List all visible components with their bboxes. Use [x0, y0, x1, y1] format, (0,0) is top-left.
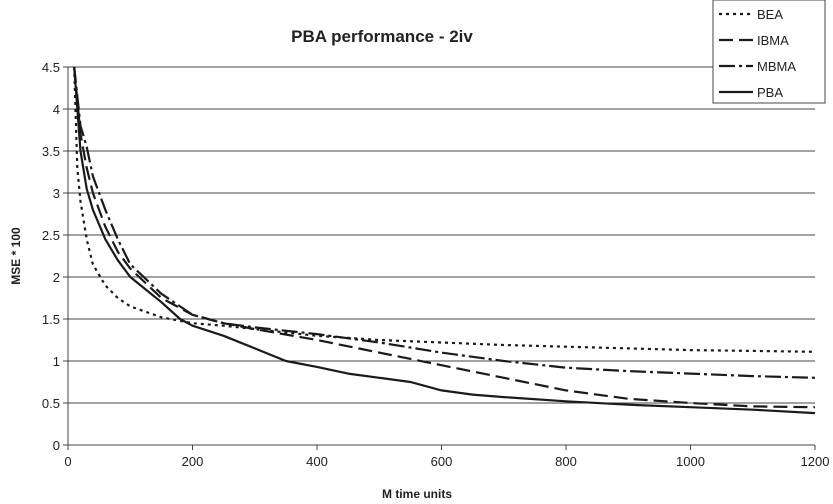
- y-tick-label: 1: [53, 354, 60, 369]
- x-tick-label: 800: [555, 454, 577, 469]
- series-line-bea: [73, 66, 816, 353]
- x-axis-label: M time units: [382, 487, 452, 501]
- y-tick-labels: 0 0.5 1 1.5 2 2.5 3 3.5 4 4.5: [42, 60, 60, 453]
- x-tick-label: 1000: [676, 454, 705, 469]
- y-tick-label: 2: [53, 270, 60, 285]
- y-tick-label: 3: [53, 186, 60, 201]
- x-tick-label: 400: [306, 454, 328, 469]
- y-axis-label: MSE * 100: [9, 227, 23, 285]
- gridlines: [63, 66, 816, 450]
- y-tick-label: 4: [53, 102, 60, 117]
- x-tick-label: 0: [64, 454, 71, 469]
- y-tick-label: 0.5: [42, 396, 60, 411]
- legend-label: BEA: [757, 7, 783, 22]
- y-tick-label: 4.5: [42, 60, 60, 75]
- y-tick-label: 3.5: [42, 144, 60, 159]
- series-line-ibma: [73, 66, 816, 409]
- legend-box: [712, 0, 826, 104]
- series-line-pba: [73, 66, 816, 415]
- legend-label: MBMA: [757, 59, 796, 74]
- series-line-mbma: [73, 66, 816, 379]
- legend-label: PBA: [757, 85, 783, 100]
- x-tick-label: 1200: [801, 454, 830, 469]
- y-tick-label: 1.5: [42, 312, 60, 327]
- x-tick-label: 600: [431, 454, 453, 469]
- legend-label: IBMA: [757, 33, 789, 48]
- x-tick-label: 200: [182, 454, 204, 469]
- chart-title: PBA performance - 2iv: [291, 27, 473, 46]
- y-tick-label: 2.5: [42, 228, 60, 243]
- x-tick-labels: 0 200 400 600 800 1000 1200: [64, 454, 829, 469]
- legend: BEA IBMA MBMA PBA: [712, 0, 826, 104]
- y-tick-label: 0: [53, 438, 60, 453]
- series-lines: [73, 66, 816, 415]
